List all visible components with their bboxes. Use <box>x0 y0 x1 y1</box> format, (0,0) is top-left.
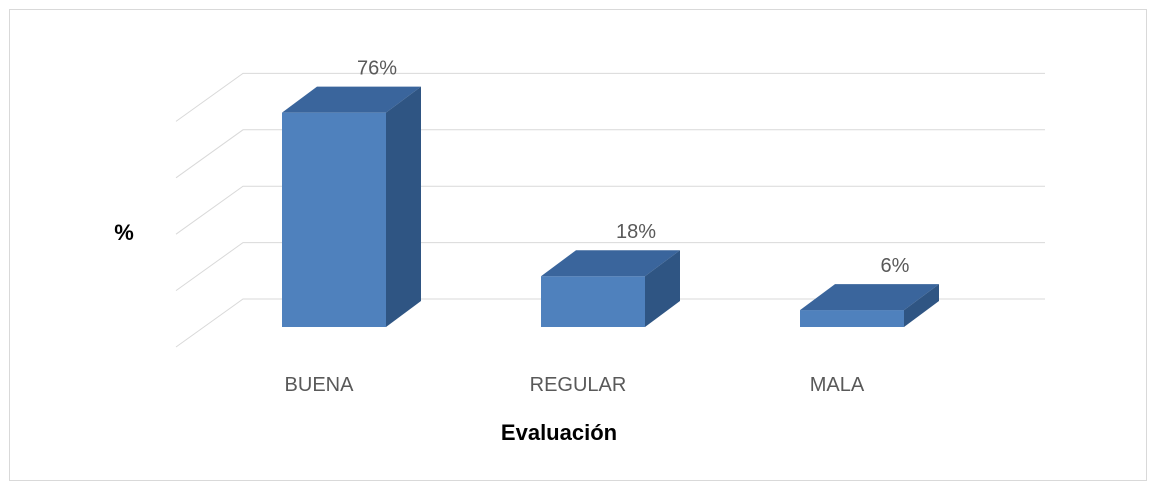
bar-front-buena <box>282 112 386 328</box>
bar-side-mala <box>904 284 939 327</box>
chart-frame <box>9 9 1147 481</box>
data-label: 18% <box>616 221 656 243</box>
gridline <box>175 242 1045 292</box>
category-label: BUENA <box>285 374 355 396</box>
data-label: 76% <box>357 58 397 80</box>
y-axis-label: % <box>114 220 134 245</box>
gridline <box>175 298 1045 348</box>
bar-side-regular <box>645 250 680 327</box>
category-label: MALA <box>810 374 865 396</box>
bar-front-regular <box>541 276 645 327</box>
bar-side-buena <box>386 86 421 328</box>
gridlines <box>175 72 1045 348</box>
data-labels: 76% 18% 6% <box>357 58 910 277</box>
bar-top-mala <box>800 284 939 311</box>
bars <box>282 86 939 328</box>
gridline <box>175 185 1045 235</box>
bar-top-buena <box>282 86 421 113</box>
gridline <box>175 129 1045 179</box>
category-tick-labels: BUENA REGULAR MALA <box>285 374 865 396</box>
bar-front-mala <box>800 310 904 327</box>
bar-top-regular <box>541 250 680 277</box>
gridline <box>175 72 1045 122</box>
category-label: REGULAR <box>530 374 627 396</box>
x-axis-label: Evaluación <box>501 420 617 445</box>
data-label: 6% <box>881 255 910 277</box>
